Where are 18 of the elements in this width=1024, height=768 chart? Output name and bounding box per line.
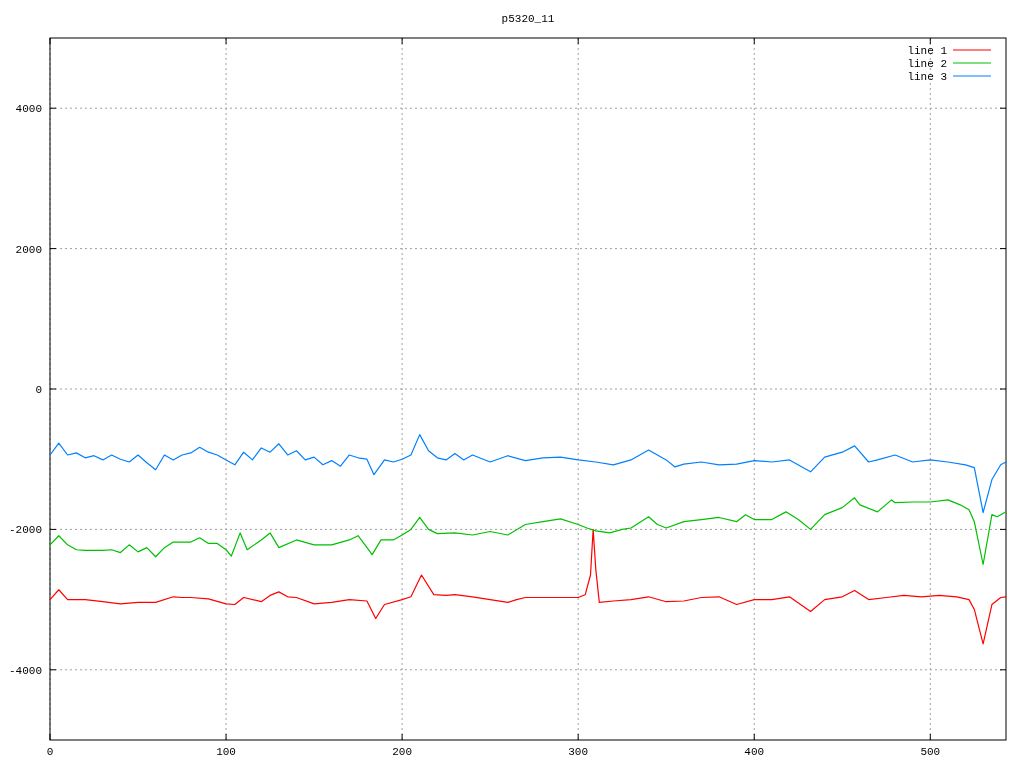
x-tick-label: 0: [46, 746, 54, 758]
legend-label: line 3: [907, 71, 947, 83]
x-tick-label: 500: [920, 746, 941, 758]
legend-label: line 2: [907, 58, 947, 70]
x-tick-label: 100: [216, 746, 236, 758]
legend-label: line 1: [907, 45, 948, 57]
chart-title: p5320_11: [501, 13, 555, 25]
y-tick-label: 2000: [15, 243, 42, 256]
y-tick-label: -2000: [8, 524, 42, 537]
line-series: [49, 497, 1007, 566]
y-tick-label: -4000: [8, 664, 42, 677]
x-tick-label: 200: [392, 746, 413, 758]
x-tick-label: 300: [568, 746, 589, 758]
y-tick-label: 4000: [15, 103, 42, 116]
line-series: [49, 528, 1007, 645]
line-series: [49, 434, 1007, 514]
y-tick-label: 0: [35, 384, 42, 396]
x-tick-label: 400: [744, 746, 765, 758]
